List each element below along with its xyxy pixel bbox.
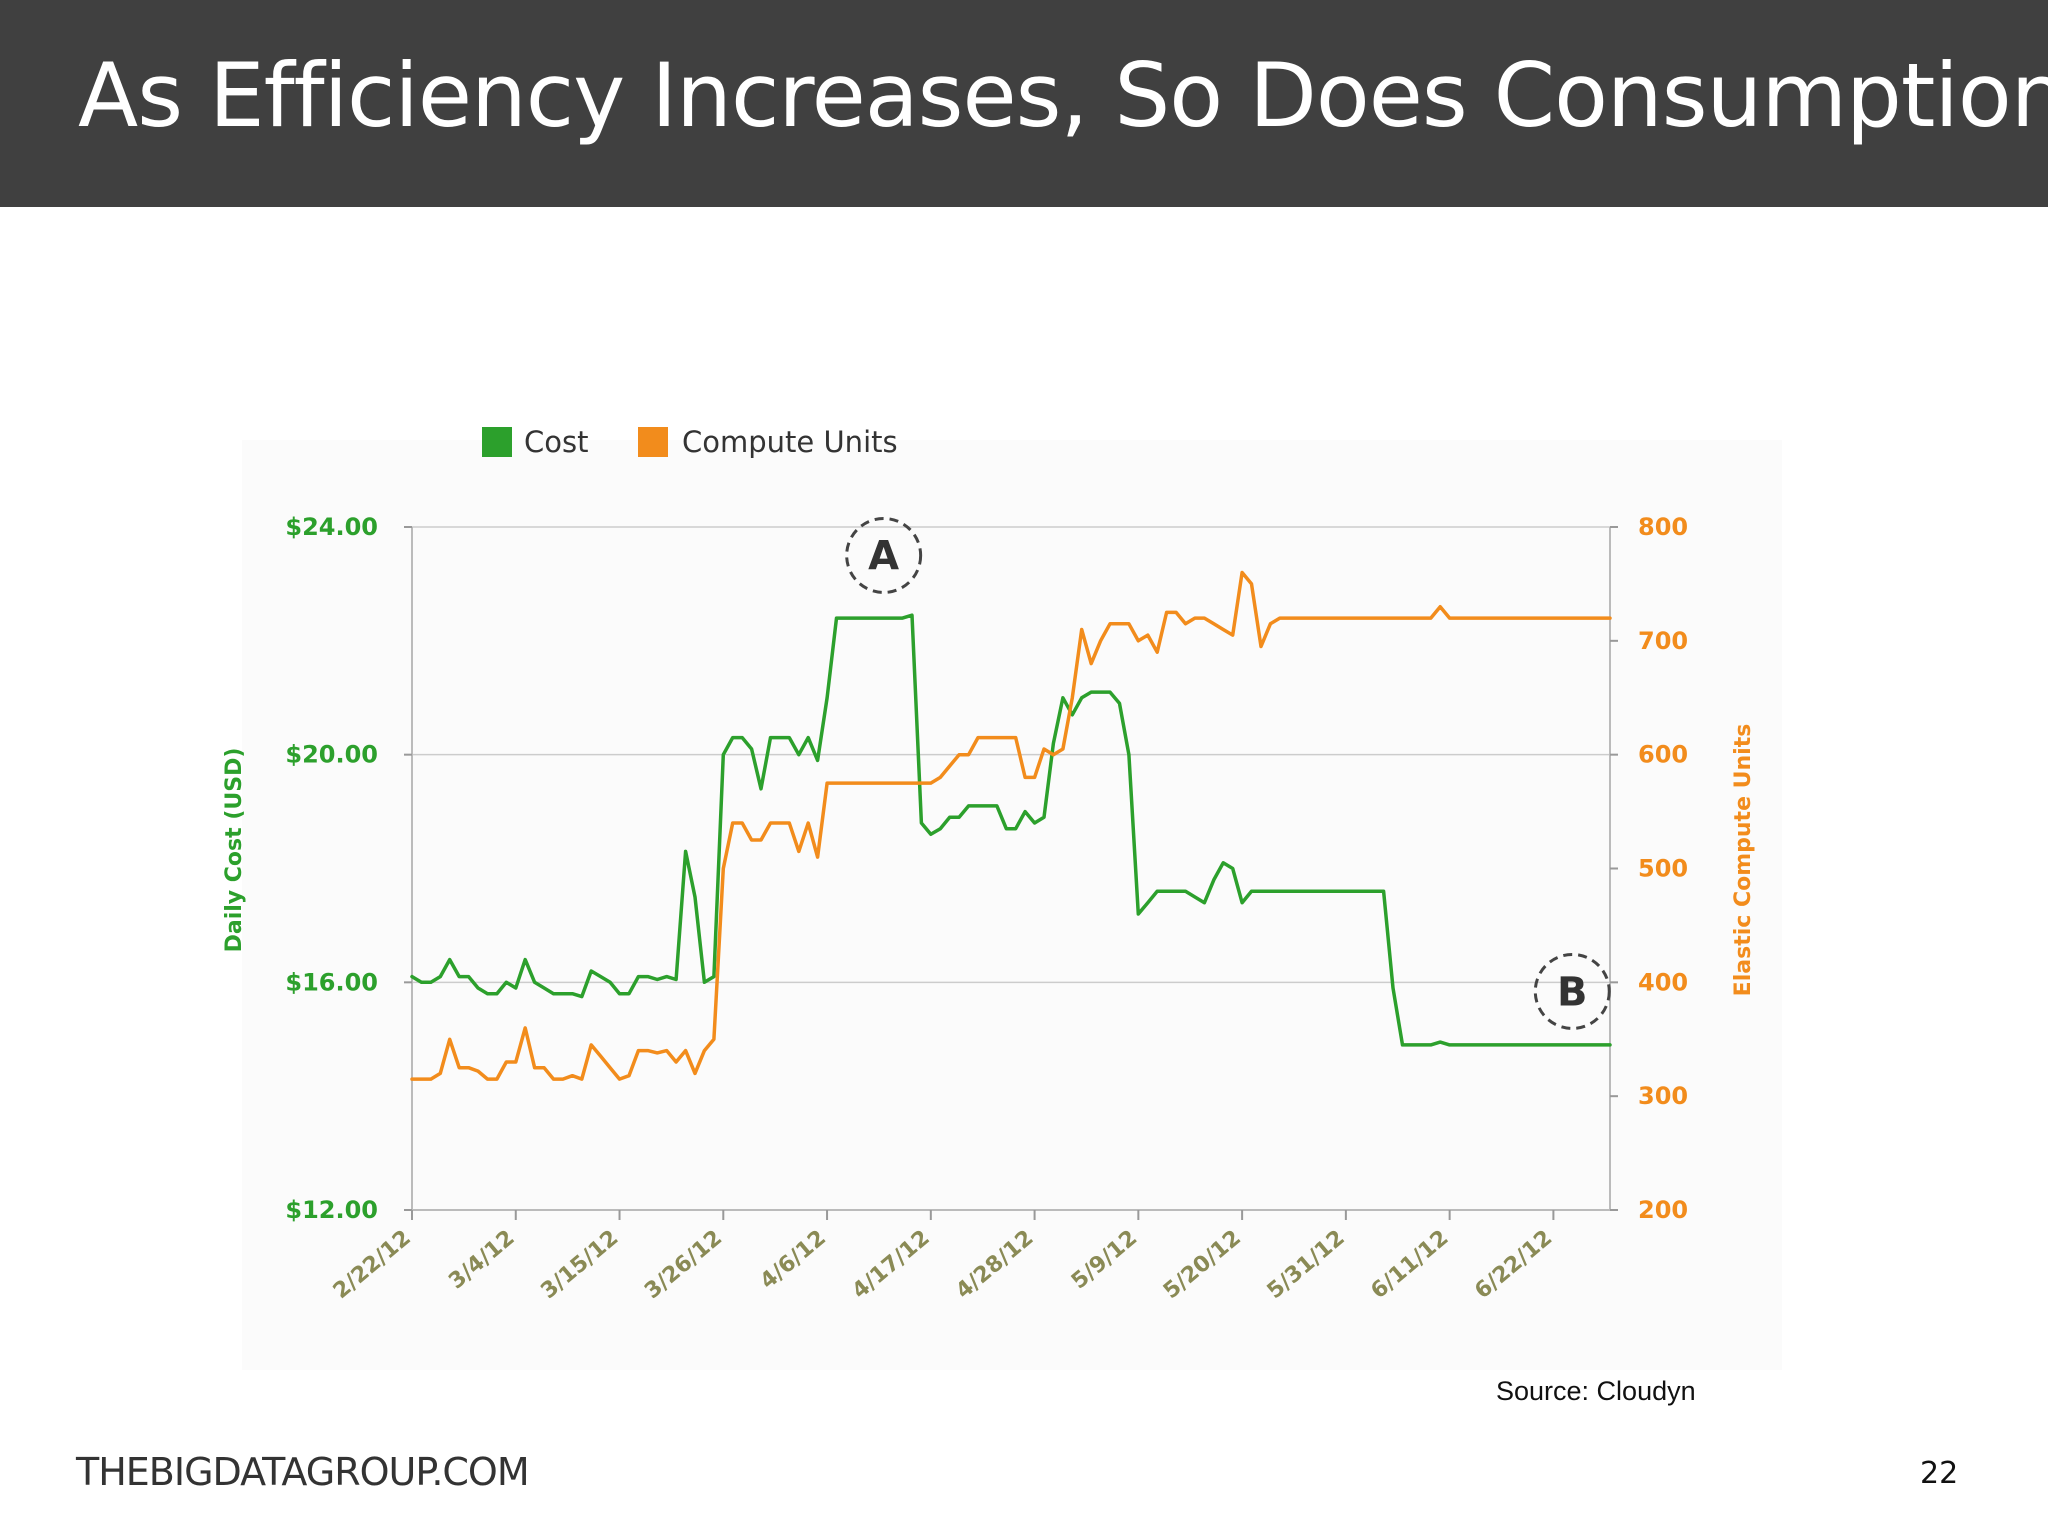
left-tick-label: $16.00 bbox=[285, 968, 378, 996]
annotation-label: B bbox=[1557, 969, 1588, 1015]
legend-label-cost: Cost bbox=[524, 425, 588, 459]
slide-title: As Efficiency Increases, So Does Consump… bbox=[78, 44, 2048, 147]
right-tick-label: 700 bbox=[1638, 627, 1688, 655]
right-tick-label: 800 bbox=[1638, 513, 1688, 541]
right-axis-ticks: 800 700 600 500 400 300 200 bbox=[1610, 513, 1688, 1224]
annotation-circle bbox=[845, 516, 923, 594]
right-tick-label: 600 bbox=[1638, 741, 1688, 769]
annotation-marker-b: B bbox=[1533, 952, 1611, 1030]
legend: Cost Compute Units bbox=[482, 425, 898, 459]
right-tick-label: 400 bbox=[1638, 968, 1688, 996]
annotations: AB bbox=[845, 516, 1611, 1030]
y-axis-title-left: Daily Cost (USD) bbox=[222, 748, 247, 953]
right-tick-label: 500 bbox=[1638, 855, 1688, 883]
legend-label-compute-units: Compute Units bbox=[682, 425, 898, 459]
series-line-compute-units bbox=[410, 570, 1612, 1081]
left-tick-label: $20.00 bbox=[285, 741, 378, 769]
annotation-marker-a: A bbox=[845, 516, 923, 594]
legend-swatch-compute-units bbox=[638, 427, 668, 457]
left-tick-label: $12.00 bbox=[285, 1196, 378, 1224]
title-bar: As Efficiency Increases, So Does Consump… bbox=[0, 0, 2048, 207]
left-tick-label: $24.00 bbox=[285, 513, 378, 541]
series-line-cost bbox=[410, 613, 1612, 1047]
annotation-circle bbox=[1533, 952, 1611, 1030]
y-axis-title-right: Elastic Compute Units bbox=[1731, 724, 1756, 997]
series-lines bbox=[410, 570, 1612, 1081]
annotation-label: A bbox=[868, 533, 899, 579]
source-caption: Source: Cloudyn bbox=[1496, 1376, 1696, 1406]
legend-swatch-cost bbox=[482, 427, 512, 457]
left-axis-ticks: $24.00 $20.00 $16.00 $12.00 bbox=[285, 513, 412, 1224]
right-tick-label: 300 bbox=[1638, 1082, 1688, 1110]
footer-site: THEBIGDATAGROUP.COM bbox=[76, 1450, 530, 1494]
right-tick-label: 200 bbox=[1638, 1196, 1688, 1224]
chart-area bbox=[242, 440, 1782, 1370]
page-number: 22 bbox=[1920, 1456, 1959, 1491]
